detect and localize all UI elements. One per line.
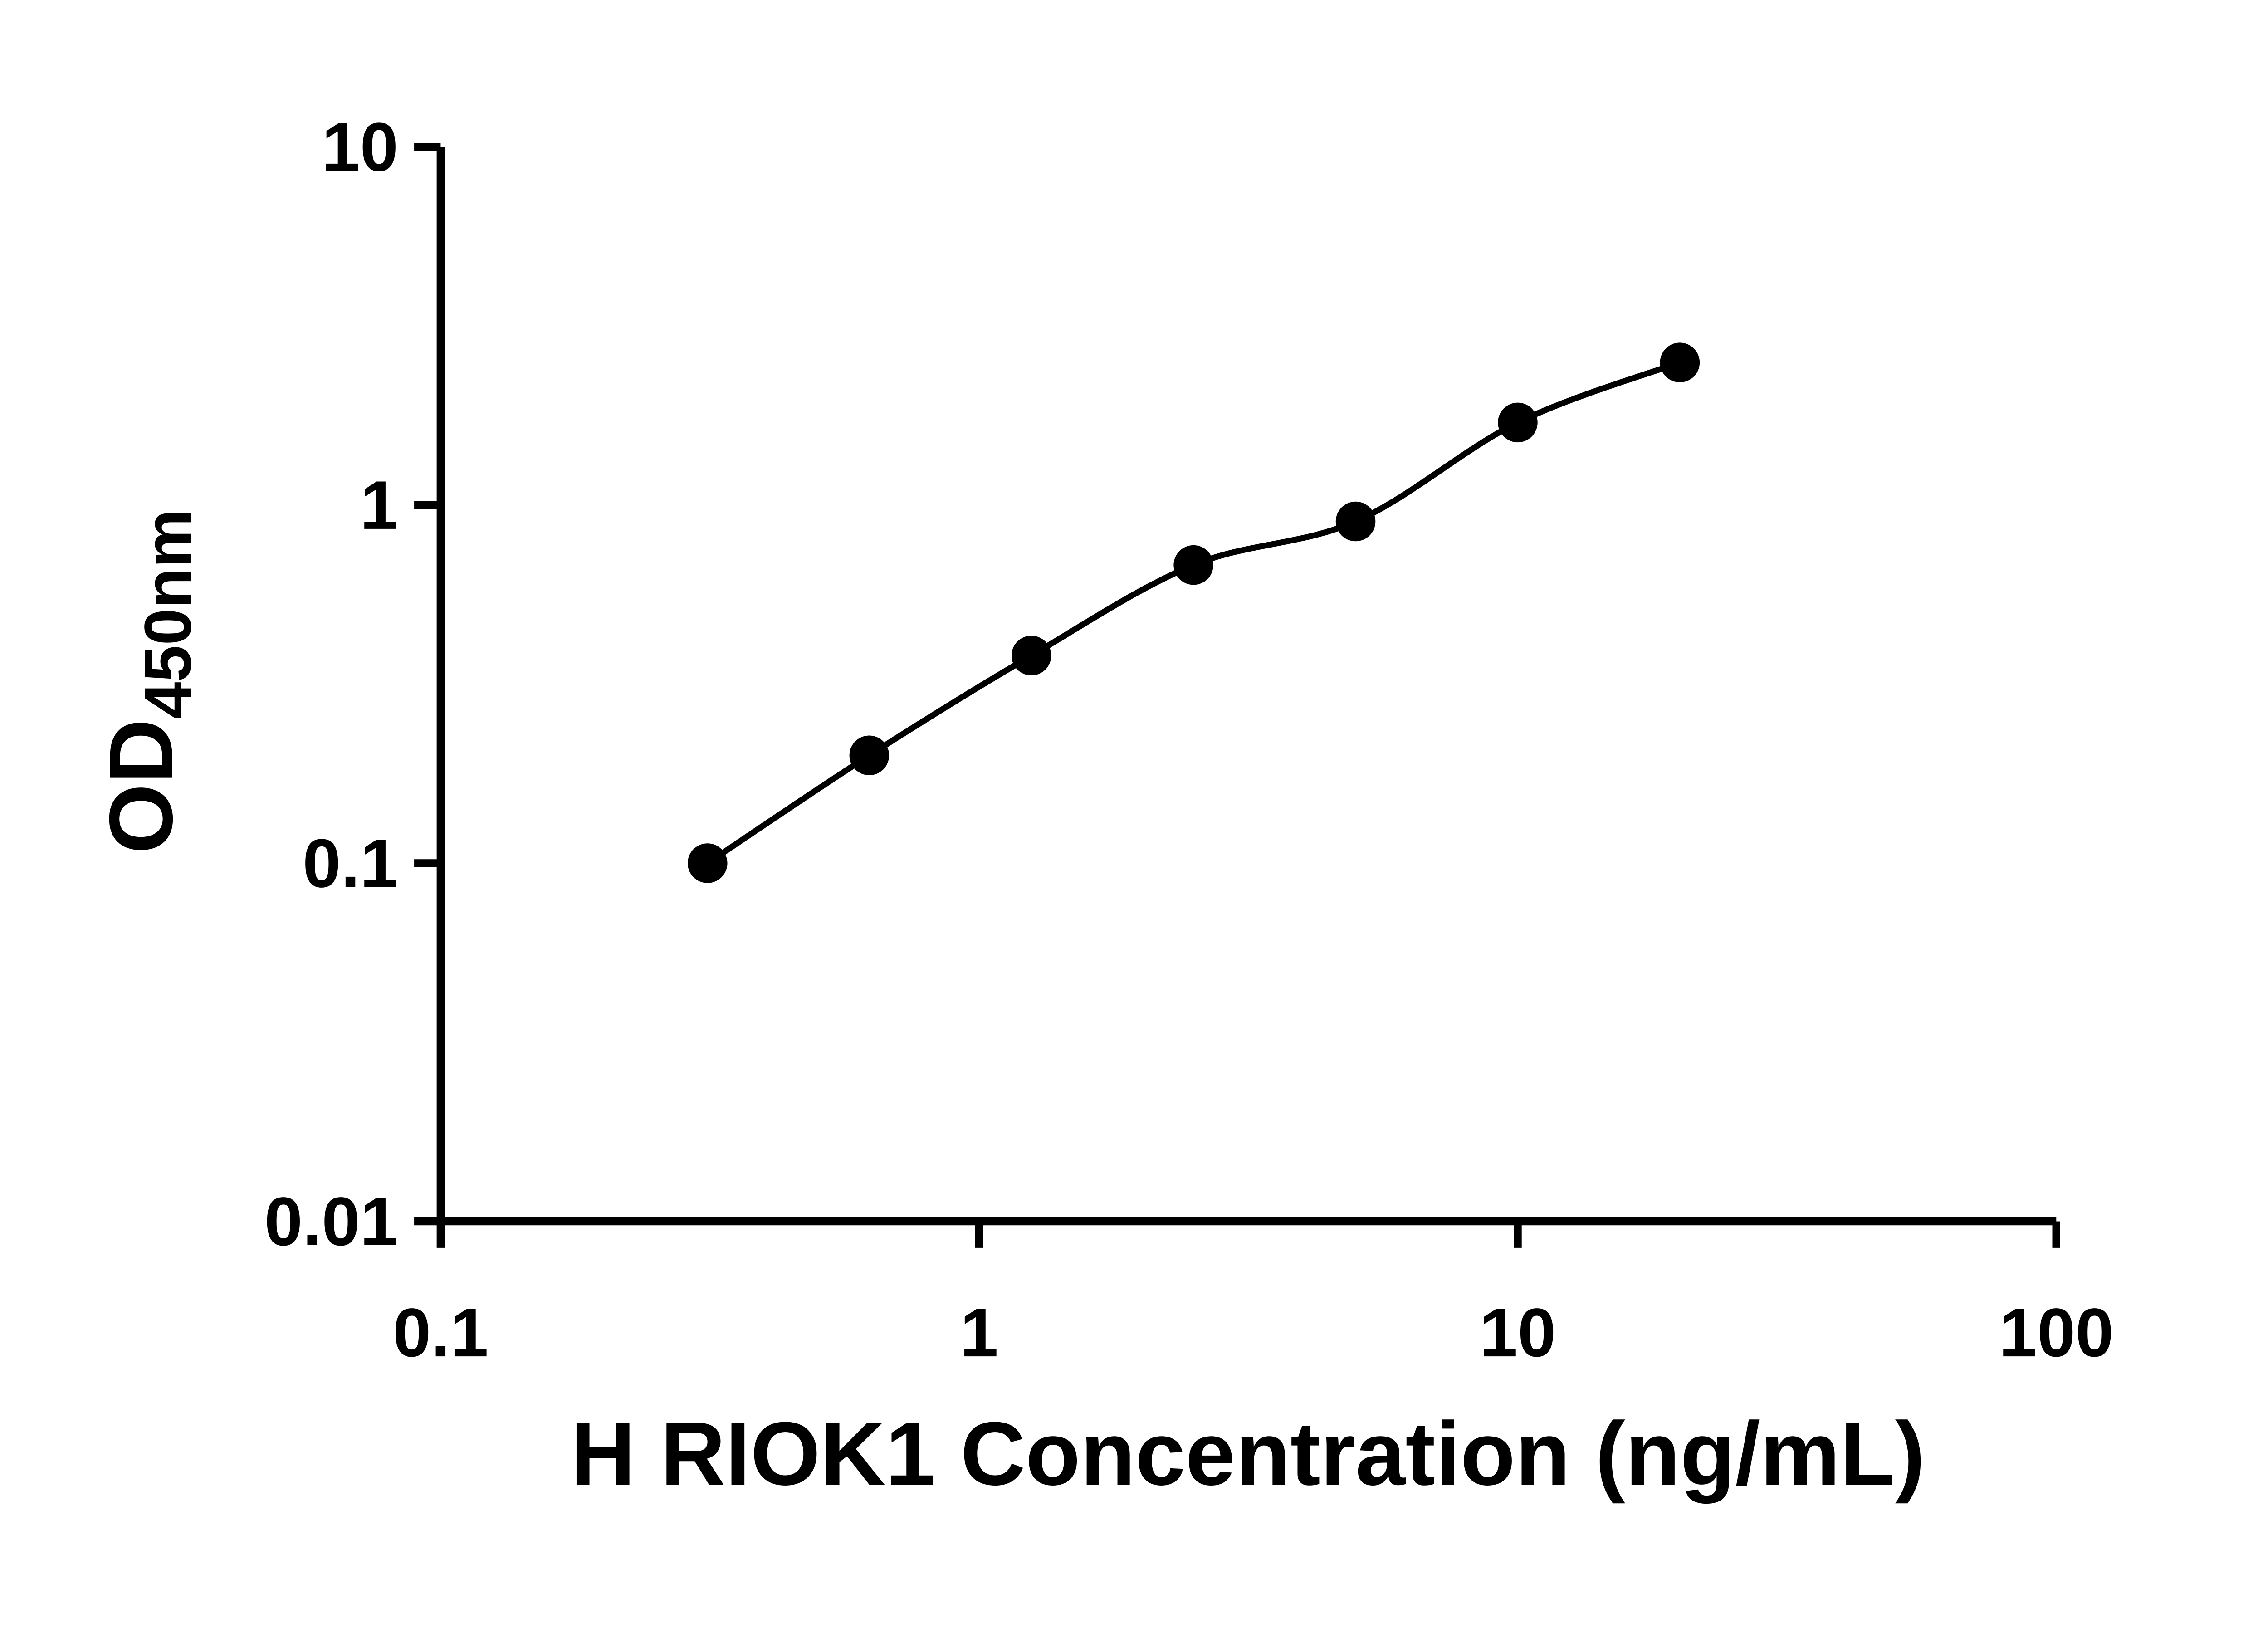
data-point: [688, 843, 728, 883]
y-axis-title-main: OD: [91, 719, 191, 854]
x-tick-label: 1: [960, 1295, 998, 1371]
data-point: [1660, 342, 1700, 382]
x-axis-title: H RIOK1 Concentration (ng/mL): [571, 1403, 1925, 1504]
x-tick-label: 0.1: [393, 1295, 489, 1371]
data-point: [1011, 636, 1051, 675]
data-point: [1173, 545, 1213, 585]
data-point: [849, 735, 890, 776]
x-tick-label: 10: [1480, 1295, 1556, 1371]
data-point: [1498, 402, 1538, 443]
y-tick-label: 1: [360, 467, 398, 544]
standard-curve-chart: 0.1 1 10 100 0.01 0.1 1 10 H RIOK1 Concentratio…: [91, 109, 2114, 1505]
data-point: [1335, 501, 1376, 542]
y-axis-title-sub: 450nm: [131, 509, 205, 719]
x-tick-label: 100: [1999, 1295, 2114, 1371]
y-axis-title: OD450nm: [91, 509, 205, 854]
axis-lines: [436, 147, 2057, 1226]
fit-line: [706, 360, 1681, 866]
y-tick-label: 0.1: [303, 825, 398, 902]
y-tick-label: 0.01: [264, 1183, 398, 1260]
y-tick-label: 10: [322, 109, 398, 186]
plot-area: 0.1 1 10 100 0.01 0.1 1 10: [264, 109, 2114, 1371]
elisa-standard-curve-figure: 0.1 1 10 100 0.01 0.1 1 10 H RIOK1 Concentratio…: [91, 109, 2114, 1505]
